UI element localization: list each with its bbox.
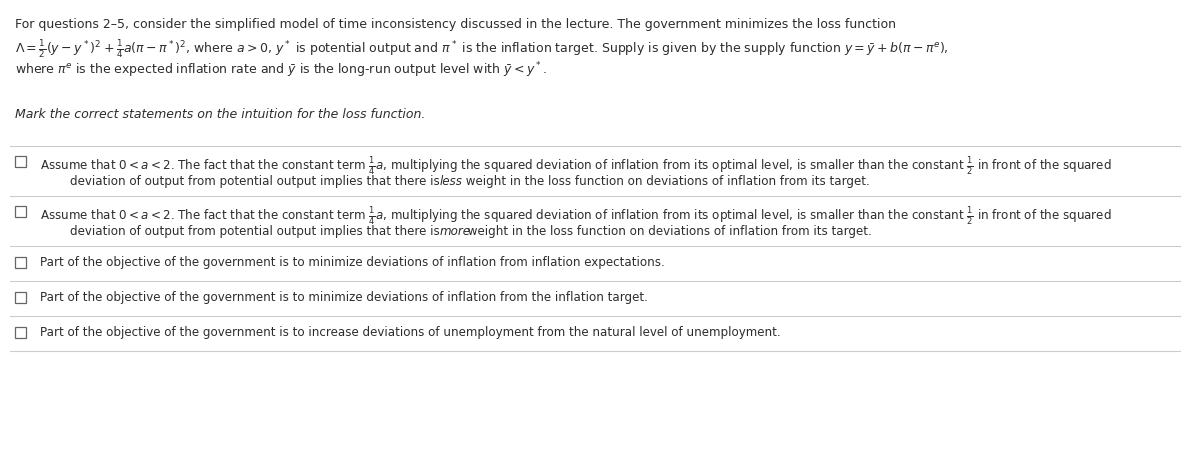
Text: weight in the loss function on deviations of inflation from its target.: weight in the loss function on deviation… xyxy=(462,174,870,188)
Bar xyxy=(15,292,26,303)
Text: less: less xyxy=(440,174,463,188)
Text: where $\pi^e$ is the expected inflation rate and $\bar{y}$ is the long-run outpu: where $\pi^e$ is the expected inflation … xyxy=(15,60,546,79)
Text: more: more xyxy=(440,224,471,237)
Bar xyxy=(15,157,26,168)
Text: Assume that $0 < a < 2$. The fact that the constant term $\frac{1}{4}a$, multipl: Assume that $0 < a < 2$. The fact that t… xyxy=(40,155,1111,176)
Text: deviation of output from potential output implies that there is: deviation of output from potential outpu… xyxy=(70,224,444,237)
Bar xyxy=(15,257,26,269)
Text: Mark the correct statements on the intuition for the loss function.: Mark the correct statements on the intui… xyxy=(15,108,425,121)
Text: Part of the objective of the government is to minimize deviations of inflation f: Part of the objective of the government … xyxy=(40,291,647,303)
Text: Part of the objective of the government is to minimize deviations of inflation f: Part of the objective of the government … xyxy=(40,256,665,269)
Text: $\Lambda = \frac{1}{2}(y - y^*)^2 + \frac{1}{4}a(\pi - \pi^*)^2$, where $a > 0$,: $\Lambda = \frac{1}{2}(y - y^*)^2 + \fra… xyxy=(15,38,948,60)
Text: Part of the objective of the government is to increase deviations of unemploymen: Part of the objective of the government … xyxy=(40,325,781,338)
Text: For questions 2–5, consider the simplified model of time inconsistency discussed: For questions 2–5, consider the simplifi… xyxy=(15,18,896,31)
Bar xyxy=(15,327,26,338)
Text: deviation of output from potential output implies that there is: deviation of output from potential outpu… xyxy=(70,174,444,188)
Bar xyxy=(15,207,26,218)
Text: weight in the loss function on deviations of inflation from its target.: weight in the loss function on deviation… xyxy=(464,224,872,237)
Text: Assume that $0 < a < 2$. The fact that the constant term $\frac{1}{4}a$, multipl: Assume that $0 < a < 2$. The fact that t… xyxy=(40,205,1111,226)
